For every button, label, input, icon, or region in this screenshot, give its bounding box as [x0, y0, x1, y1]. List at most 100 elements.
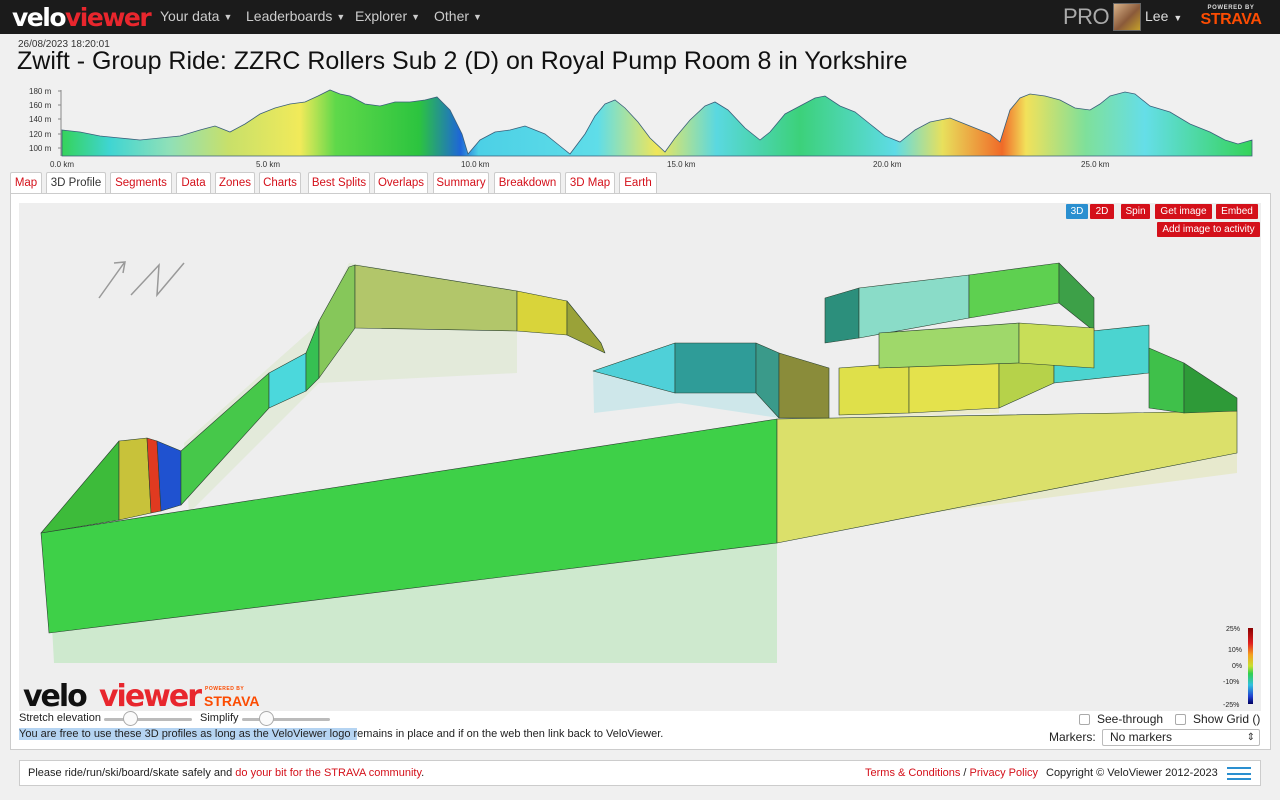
nav-label: Explorer [355, 8, 408, 24]
strava-brand: STRAVA [1200, 11, 1262, 28]
3d-profile-viewer[interactable]: velo viewer POWERED BY STRAVA 3D 2D Spin… [19, 203, 1261, 711]
top-navbar: veloviewer Your data ▼ Leaderboards ▼ Expl… [0, 0, 1280, 34]
veloviewer-watermark: velo viewer POWERED BY STRAVA [23, 679, 259, 711]
footer-legal: Terms & Conditions / Privacy Policy [865, 761, 1038, 785]
footer: Please ride/run/ski/board/skate safely a… [19, 760, 1261, 786]
nav-leaderboards[interactable]: Leaderboards ▼ [246, 0, 345, 34]
page-title: Zwift - Group Ride: ZZRC Rollers Sub 2 (… [17, 47, 908, 75]
y-tick-label: 140 m [29, 115, 52, 124]
watermark-text-viewer: viewer [99, 679, 202, 711]
avatar[interactable] [1113, 3, 1141, 31]
powered-by-label: POWERED BY [1207, 5, 1255, 11]
strava-community-link[interactable]: do your bit for the STRAVA community [235, 767, 422, 779]
user-name: Lee [1145, 8, 1169, 24]
legend-label: 10% [1228, 647, 1243, 654]
north-arrow-icon [98, 261, 185, 299]
watermark-powered: POWERED BY [205, 686, 244, 692]
stretch-elevation-label: Stretch elevation [19, 712, 101, 724]
tab-earth[interactable]: Earth [619, 172, 657, 194]
tab-data[interactable]: Data [176, 172, 211, 194]
markers-label: Markers: [1049, 730, 1096, 744]
caret-down-icon: ▼ [1173, 13, 1183, 23]
tab-3d-map[interactable]: 3D Map [565, 172, 615, 194]
activity-date: 26/08/2023 18:20:01 [18, 39, 110, 50]
tab-segments[interactable]: Segments [110, 172, 172, 194]
spin-button[interactable]: Spin [1121, 204, 1150, 219]
legend-label: 0% [1232, 663, 1243, 670]
tab-overlaps[interactable]: Overlaps [374, 172, 428, 194]
get-image-button[interactable]: Get image [1155, 204, 1212, 219]
3d-route-walls [40, 262, 1238, 634]
copyright-text: Copyright © VeloViewer 2012-2023 [1046, 767, 1218, 779]
3d-profile-canvas[interactable]: velo viewer POWERED BY STRAVA [19, 203, 1261, 711]
markers-select[interactable]: No markers ⇕ [1102, 729, 1260, 746]
gradient-legend-bar [1248, 628, 1253, 704]
legend-label: -10% [1223, 679, 1240, 686]
privacy-link[interactable]: Privacy Policy [969, 767, 1039, 779]
select-arrows-icon: ⇕ [1246, 732, 1255, 743]
add-image-to-activity-button[interactable]: Add image to activity [1157, 222, 1260, 237]
caret-down-icon: ▼ [336, 12, 346, 22]
terms-link[interactable]: Terms & Conditions [865, 767, 961, 779]
x-tick-label: 5.0 km [256, 160, 280, 169]
x-tick-label: 10.0 km [461, 160, 490, 169]
tab-zones[interactable]: Zones [215, 172, 255, 194]
caret-down-icon: ▼ [473, 12, 482, 22]
powered-by-strava[interactable]: POWERED BY STRAVA [1196, 5, 1266, 29]
stretch-elevation-slider[interactable] [104, 718, 192, 721]
user-menu[interactable]: Lee ▼ [1145, 0, 1182, 35]
view-3d-button[interactable]: 3D [1066, 204, 1088, 219]
usage-notice: You are free to use these 3D profiles as… [19, 728, 663, 740]
nav-your-data[interactable]: Your data ▼ [160, 0, 232, 34]
usage-notice-highlight: You are free to use these 3D profiles as… [19, 728, 358, 740]
simplify-label: Simplify [200, 712, 239, 724]
simplify-slider[interactable] [242, 718, 330, 721]
y-tick-label: 160 m [29, 101, 52, 110]
tab-charts[interactable]: Charts [259, 172, 301, 194]
elevation-profile-chart[interactable]: 180 m 160 m 140 m 120 m 100 m 0.0 km 5.0… [0, 82, 1280, 174]
view-2d-button[interactable]: 2D [1090, 204, 1114, 219]
legend-label: -25% [1223, 702, 1240, 709]
nav-label: Leaderboards [246, 8, 333, 24]
usage-notice-rest: emains in place and if on the web then l… [357, 728, 664, 740]
x-tick-label: 20.0 km [873, 160, 902, 169]
show-grid-checkbox[interactable] [1175, 714, 1186, 725]
watermark-strava: STRAVA [204, 693, 259, 709]
logo-text-viewer: viewer [65, 3, 152, 32]
nav-label: Other [434, 8, 470, 24]
see-through-label: See-through [1097, 712, 1164, 726]
watermark-text-velo: velo [23, 679, 87, 711]
caret-down-icon: ▼ [411, 12, 421, 22]
footer-period: . [421, 767, 425, 779]
tab-breakdown[interactable]: Breakdown [494, 172, 561, 194]
x-tick-label: 15.0 km [667, 160, 696, 169]
stretch-elevation-handle[interactable] [123, 711, 138, 726]
see-through-checkbox[interactable] [1079, 714, 1090, 725]
caret-down-icon: ▼ [223, 12, 233, 22]
veloviewer-logo[interactable]: veloviewer [12, 3, 152, 32]
footer-left: Please ride/run/ski/board/skate safely a… [28, 761, 424, 785]
nav-explorer[interactable]: Explorer ▼ [355, 0, 420, 34]
nav-label: Your data [160, 8, 220, 24]
markers-selected-value: No markers [1110, 730, 1173, 744]
tab-3d-profile[interactable]: 3D Profile [46, 172, 106, 194]
menu-icon[interactable] [1227, 767, 1251, 780]
simplify-handle[interactable] [259, 711, 274, 726]
legend-label: 25% [1226, 626, 1241, 633]
x-tick-label: 0.0 km [50, 160, 74, 169]
elevation-profile-area [61, 89, 1253, 157]
logo-text-velo: velo [12, 3, 67, 32]
footer-separator: / [960, 767, 970, 779]
tab-map[interactable]: Map [10, 172, 42, 194]
nav-other[interactable]: Other ▼ [434, 0, 482, 34]
show-grid-label: Show Grid () [1193, 712, 1261, 726]
x-tick-label: 25.0 km [1081, 160, 1110, 169]
tab-summary[interactable]: Summary [433, 172, 489, 194]
embed-button[interactable]: Embed [1216, 204, 1258, 219]
y-tick-label: 180 m [29, 87, 52, 96]
pro-badge: PRO [1063, 4, 1110, 29]
y-tick-label: 100 m [29, 144, 52, 153]
footer-safety-text: Please ride/run/ski/board/skate safely a… [28, 767, 236, 779]
y-tick-label: 120 m [29, 130, 52, 139]
tab-best-splits[interactable]: Best Splits [308, 172, 370, 194]
